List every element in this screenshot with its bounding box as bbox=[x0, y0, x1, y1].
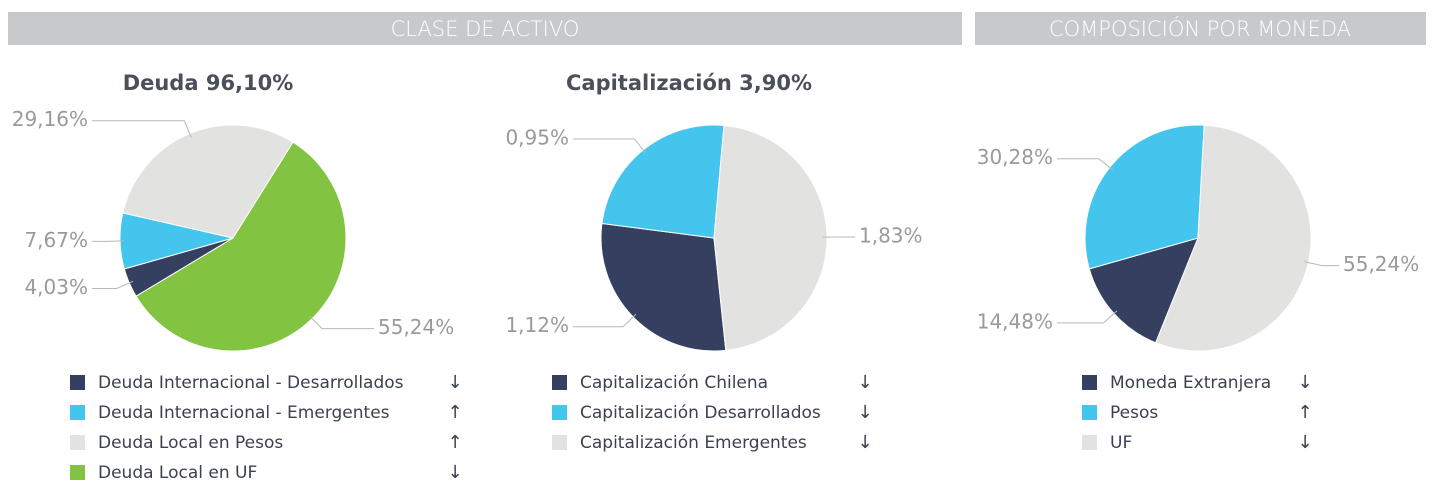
legend-swatch bbox=[70, 435, 85, 450]
legend-label: Deuda Internacional - Desarrollados bbox=[98, 373, 404, 393]
legend-label: Capitalización Chilena bbox=[580, 373, 768, 393]
leader-line bbox=[1057, 310, 1118, 324]
legend-trend: ↓ bbox=[447, 372, 462, 393]
data-label: 30,28% bbox=[977, 145, 1053, 169]
legend-label: Deuda Internacional - Emergentes bbox=[98, 403, 390, 423]
legend-swatch bbox=[552, 405, 567, 420]
legend-label: Capitalización Desarrollados bbox=[580, 403, 821, 423]
legend-trend: ↓ bbox=[447, 462, 462, 481]
legend-label: Capitalización Emergentes bbox=[580, 433, 807, 453]
leader-line bbox=[573, 138, 647, 154]
data-label: 29,16% bbox=[12, 107, 88, 131]
legend-swatch bbox=[70, 405, 85, 420]
section-title: COMPOSICIÓN POR MONEDA bbox=[1049, 16, 1351, 41]
pie-slice bbox=[601, 124, 725, 239]
leader-line bbox=[92, 280, 134, 290]
legend-trend: ↓ bbox=[1297, 432, 1312, 453]
pie-slice bbox=[600, 222, 727, 352]
data-label: 55,24% bbox=[1343, 252, 1419, 276]
legend-swatch bbox=[70, 375, 85, 390]
legend-label: Deuda Local en UF bbox=[98, 463, 257, 481]
leader-line bbox=[308, 315, 374, 330]
data-label: 1,83% bbox=[859, 223, 923, 247]
data-label: 14,48% bbox=[977, 309, 1053, 333]
data-label: 7,67% bbox=[24, 228, 88, 252]
legend-trend: ↓ bbox=[857, 402, 872, 423]
legend-trend: ↑ bbox=[1297, 402, 1312, 423]
legend-swatch bbox=[1082, 405, 1097, 420]
chart-title: Deuda 96,10% bbox=[123, 71, 294, 95]
section-header-bar bbox=[975, 12, 1426, 45]
section-title: CLASE DE ACTIVO bbox=[391, 17, 580, 41]
legend-label: UF bbox=[1110, 433, 1132, 453]
leader-line bbox=[573, 313, 637, 328]
section-header-bar bbox=[8, 12, 962, 45]
legend-swatch bbox=[552, 435, 567, 450]
legend-swatch bbox=[1082, 435, 1097, 450]
data-label: 1,12% bbox=[505, 313, 569, 337]
legend-swatch bbox=[70, 465, 85, 480]
legend-trend: ↓ bbox=[1297, 372, 1312, 393]
legend-label: Deuda Local en Pesos bbox=[98, 433, 283, 453]
legend-trend: ↑ bbox=[447, 402, 462, 423]
legend-trend: ↑ bbox=[447, 432, 462, 453]
legend-trend: ↓ bbox=[857, 372, 872, 393]
leader-line bbox=[1304, 261, 1339, 267]
legend-swatch bbox=[552, 375, 567, 390]
data-label: 0,95% bbox=[505, 125, 569, 149]
legend-label: Moneda Extranjera bbox=[1110, 373, 1271, 393]
legend-swatch bbox=[1082, 375, 1097, 390]
data-label: 55,24% bbox=[378, 315, 454, 339]
legend-trend: ↓ bbox=[857, 432, 872, 453]
pie-slice bbox=[713, 124, 828, 351]
chart-title: Capitalización 3,90% bbox=[566, 71, 812, 95]
leader-line bbox=[92, 120, 192, 138]
data-label: 4,03% bbox=[24, 275, 88, 299]
leader-line bbox=[1057, 158, 1114, 171]
legend-label: Pesos bbox=[1110, 403, 1158, 423]
